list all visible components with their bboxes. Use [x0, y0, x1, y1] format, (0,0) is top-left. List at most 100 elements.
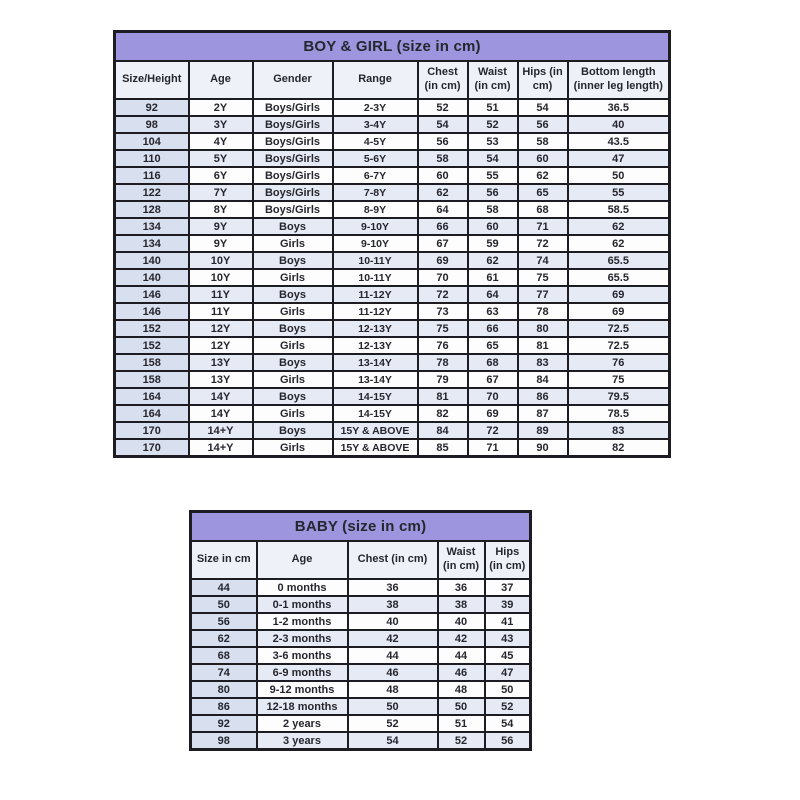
table-cell: Boys: [251, 387, 334, 406]
column-header: Hips (in cm): [516, 60, 569, 100]
table-cell: 164: [113, 387, 190, 406]
table-cell: 56: [483, 731, 532, 751]
table-cell: 7-8Y: [331, 183, 419, 202]
baby-table-title: BABY (size in cm): [189, 510, 532, 542]
table-cell: 158: [113, 370, 190, 389]
table-cell: 72: [516, 234, 569, 253]
table-cell: 55: [466, 166, 519, 185]
table-cell: Girls: [251, 404, 334, 423]
table-cell: 38: [436, 595, 486, 614]
table-cell: 47: [483, 663, 532, 682]
column-header: Size in cm: [189, 540, 258, 580]
table-cell: 13Y: [187, 353, 254, 372]
table-row: 146 11Y Boys 11-12Y 72 64 77 69: [113, 285, 671, 304]
table-cell: 15Y & ABOVE: [331, 421, 419, 440]
table-cell: 14-15Y: [331, 387, 419, 406]
table-cell: 65: [516, 183, 569, 202]
table-cell: Boys: [251, 319, 334, 338]
table-cell: 116: [113, 166, 190, 185]
table-cell: 39: [483, 595, 532, 614]
table-cell: 15Y & ABOVE: [331, 438, 419, 458]
column-header: Hips (in cm): [483, 540, 532, 580]
table-cell: 90: [516, 438, 569, 458]
table-row: 80 9-12 months 48 48 50: [189, 680, 532, 699]
table-cell: 75: [516, 268, 569, 287]
table-cell: 62: [566, 234, 671, 253]
table-cell: 70: [416, 268, 469, 287]
table-cell: 13-14Y: [331, 370, 419, 389]
table-cell: 98: [113, 115, 190, 134]
table-cell: 8Y: [187, 200, 254, 219]
table-cell: 41: [483, 612, 532, 631]
table-cell: 8-9Y: [331, 200, 419, 219]
table-cell: 92: [189, 714, 258, 733]
table-cell: 5-6Y: [331, 149, 419, 168]
table-cell: 5Y: [187, 149, 254, 168]
table-row: 44 0 months 36 36 37: [189, 578, 532, 597]
table-cell: 69: [566, 302, 671, 321]
table-cell: 54: [346, 731, 439, 751]
table-cell: 2-3 months: [255, 629, 349, 648]
table-cell: 13Y: [187, 370, 254, 389]
table-cell: 36: [436, 578, 486, 597]
table-cell: 60: [516, 149, 569, 168]
table-cell: 62: [416, 183, 469, 202]
table-cell: 10Y: [187, 251, 254, 270]
table-cell: 4-5Y: [331, 132, 419, 151]
table-cell: 3Y: [187, 115, 254, 134]
table-cell: 1-2 months: [255, 612, 349, 631]
table-cell: 63: [466, 302, 519, 321]
table-cell: 72.5: [566, 319, 671, 338]
column-header: Size/Height: [113, 60, 190, 100]
table-cell: 81: [516, 336, 569, 355]
table-cell: 86: [189, 697, 258, 716]
table-cell: 79.5: [566, 387, 671, 406]
table-cell: 14+Y: [187, 421, 254, 440]
column-header: Age: [255, 540, 349, 580]
table-cell: 74: [516, 251, 569, 270]
table-cell: 68: [466, 353, 519, 372]
table-cell: 128: [113, 200, 190, 219]
table-cell: 56: [466, 183, 519, 202]
column-header: Waist (in cm): [466, 60, 519, 100]
table-row: 122 7Y Boys/Girls 7-8Y 62 56 65 55: [113, 183, 671, 202]
table-cell: Boys/Girls: [251, 149, 334, 168]
table-cell: 69: [416, 251, 469, 270]
table-row: 164 14Y Girls 14-15Y 82 69 87 78.5: [113, 404, 671, 423]
table-cell: 82: [566, 438, 671, 458]
table-cell: 78: [516, 302, 569, 321]
table-cell: 78.5: [566, 404, 671, 423]
table-cell: Boys: [251, 285, 334, 304]
table-cell: 170: [113, 421, 190, 440]
table-cell: 71: [516, 217, 569, 236]
table-cell: 58: [416, 149, 469, 168]
baby-table-body: 44 0 months 36 36 37 50 0-1 months 38 38 39 56 1-2 …: [189, 578, 532, 751]
table-cell: Girls: [251, 336, 334, 355]
table-row: 98 3Y Boys/Girls 3-4Y 54 52 56 40: [113, 115, 671, 134]
table-cell: 9-12 months: [255, 680, 349, 699]
table-cell: 9Y: [187, 234, 254, 253]
table-row: 152 12Y Boys 12-13Y 75 66 80 72.5: [113, 319, 671, 338]
table-cell: 72: [466, 421, 519, 440]
table-cell: 83: [516, 353, 569, 372]
table-cell: 12-18 months: [255, 697, 349, 716]
table-cell: 40: [436, 612, 486, 631]
table-cell: 65.5: [566, 268, 671, 287]
table-cell: 10-11Y: [331, 268, 419, 287]
table-cell: 46: [436, 663, 486, 682]
table-cell: 67: [416, 234, 469, 253]
table-row: 110 5Y Boys/Girls 5-6Y 58 54 60 47: [113, 149, 671, 168]
table-cell: 60: [466, 217, 519, 236]
table-cell: 54: [516, 98, 569, 117]
table-cell: Boys/Girls: [251, 115, 334, 134]
table-cell: Boys: [251, 251, 334, 270]
table-cell: 12-13Y: [331, 336, 419, 355]
table-row: 86 12-18 months 50 50 52: [189, 697, 532, 716]
table-cell: Boys: [251, 353, 334, 372]
table-cell: 54: [416, 115, 469, 134]
table-cell: 122: [113, 183, 190, 202]
table-cell: 85: [416, 438, 469, 458]
table-cell: 52: [466, 115, 519, 134]
table-cell: 52: [416, 98, 469, 117]
table-cell: 55: [566, 183, 671, 202]
